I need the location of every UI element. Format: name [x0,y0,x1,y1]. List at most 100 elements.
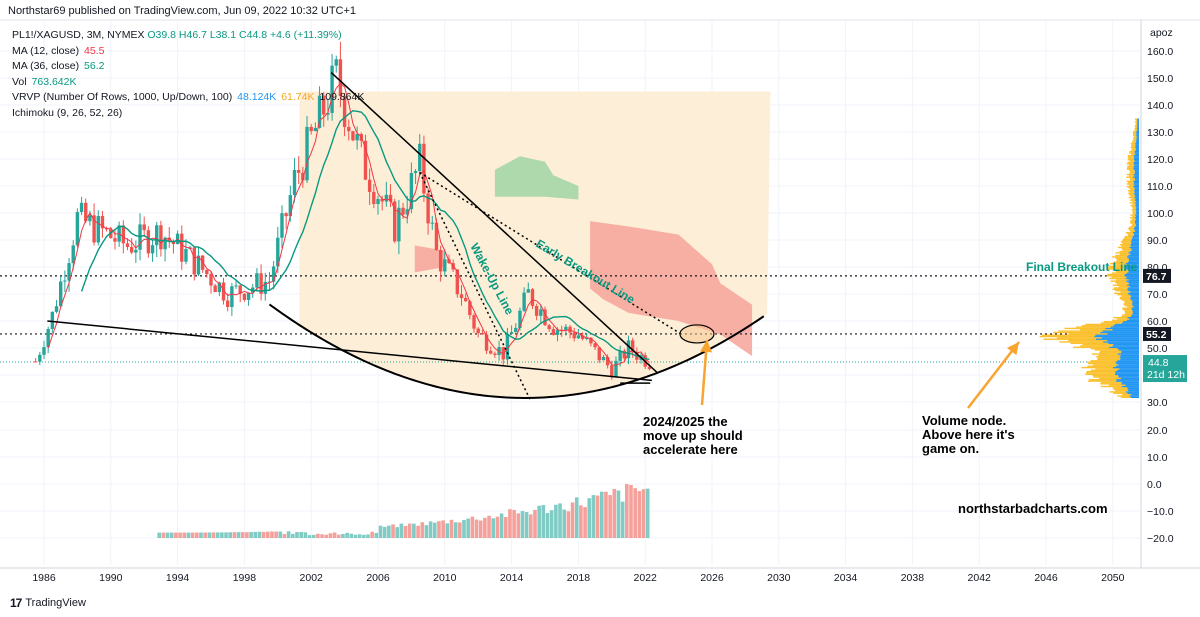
volume-bar [416,525,420,538]
candle-body [301,172,305,181]
volume-bar [207,532,212,538]
candle-body [626,340,631,359]
vrvp-row-up [1101,337,1139,339]
vrvp-row-down [1134,127,1137,130]
vrvp-row-down [1132,200,1136,203]
vrvp-row-up [1130,396,1139,398]
x-tick-label: 2014 [500,572,524,584]
candle-body [284,213,288,217]
x-tick-label: 2046 [1034,572,1058,584]
volume-bar [220,532,224,538]
volume-bar [483,517,487,538]
candle-body [121,225,126,244]
candle-body [54,306,59,312]
vrvp-row-up [1135,223,1139,226]
volume-bar [599,491,604,538]
volume-bar [537,505,541,538]
vrvp-row-down [1127,234,1135,236]
volume-bar [257,531,262,538]
vrvp-row-down [1124,235,1133,238]
vrvp-row-up [1132,312,1139,315]
vrvp-row-down [1131,149,1136,151]
y-tick-label: 160.0 [1147,46,1173,58]
volume-bar [570,502,575,538]
vrvp-row-up [1121,383,1139,385]
vrvp-row-down [1043,338,1097,340]
vrvp-row-down [1129,172,1135,174]
vrvp-row-down [1121,295,1132,297]
candle-body [317,95,322,128]
candle-body [505,333,510,360]
vrvp-row-down [1124,310,1133,312]
vrvp-row-down [1134,136,1137,138]
volume-bar [161,532,166,538]
volume-bar [562,509,567,538]
vrvp-row-down [1119,296,1131,299]
vrvp-row-up [1126,256,1139,258]
cup-fill [299,91,771,398]
vrvp-row-up [1133,165,1139,168]
trend-lines [47,72,765,400]
candle-body [459,294,464,299]
vrvp-row-down [1058,330,1103,332]
vrvp-row-down [1130,219,1136,222]
vrvp-row-down [1081,366,1114,369]
vrvp-row-up [1135,219,1139,222]
candle-body [42,347,46,355]
vrvp-row-up [1135,144,1139,146]
vrvp-row-down [1124,300,1133,303]
candle-body [576,335,581,339]
vrvp-row-up [1125,262,1139,265]
volume-bar [178,532,182,538]
footer-brand: TradingView [25,597,86,609]
price-chart[interactable]: 160.0150.0140.0130.0120.0110.0100.090.08… [0,0,1200,590]
vrvp-row-up [1134,179,1139,181]
vrvp-row-up [1125,277,1139,280]
volume-bar [566,511,571,538]
vrvp-row-down [1135,123,1138,126]
dotted-guide-line [419,171,683,336]
candle-body [84,202,88,222]
candle-body [418,143,422,172]
candle-body [292,169,297,196]
volume-bar [357,534,362,538]
candle-body [280,213,284,238]
volume-bar [387,525,391,538]
vrvp-row-down [1132,141,1136,143]
vrvp-row-up [1121,352,1139,354]
vrvp-row-up [1132,237,1139,239]
x-tick-label: 2026 [700,572,724,584]
candle-body [363,140,368,180]
vrvp-row-up [1113,325,1139,327]
vrvp-row-up [1116,362,1139,365]
candle-body [342,96,347,127]
vrvp-row-down [1082,343,1114,346]
vrvp-row-down [1132,215,1136,218]
vrvp-row-up [1109,346,1139,349]
vrvp-row-down [1127,181,1135,184]
vrvp-row-up [1136,211,1139,214]
volume-bar [311,534,316,538]
candle-body [484,334,489,351]
candle-body [63,280,67,282]
vrvp-row-down [1131,223,1136,226]
vrvp-row-up [1133,176,1139,178]
vrvp-row-down [1133,134,1137,137]
vrvp-row-up [1129,294,1139,296]
vrvp-row-down [1122,393,1132,396]
volume-bar [186,532,191,538]
vrvp-row-down [1135,122,1138,124]
x-tick-label: 2030 [767,572,791,584]
vrvp-row-down [1059,341,1104,343]
volume-bar [529,514,533,538]
vrvp-row-up [1128,279,1139,281]
accelerate-arrow-head [700,340,713,353]
vrvp-row-down [1116,260,1129,262]
vrvp-row-down [1130,222,1136,224]
vrvp-row-down [1096,356,1120,358]
candle-body [205,269,209,275]
vrvp-row-up [1135,149,1139,151]
y-tick-label: 130.0 [1147,127,1173,139]
vrvp-row-down [1134,129,1138,131]
vrvp-row-up [1120,377,1139,380]
